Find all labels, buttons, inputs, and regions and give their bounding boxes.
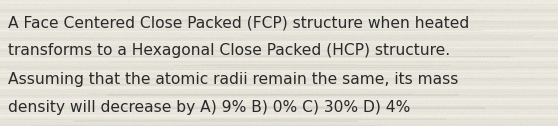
Text: Assuming that the atomic radii remain the same, its mass: Assuming that the atomic radii remain th… [8, 72, 459, 87]
Text: transforms to a Hexagonal Close Packed (HCP) structure.: transforms to a Hexagonal Close Packed (… [8, 43, 450, 58]
Text: density will decrease by A) 9% B) 0% C) 30% D) 4%: density will decrease by A) 9% B) 0% C) … [8, 100, 411, 115]
Text: A Face Centered Close Packed (FCP) structure when heated: A Face Centered Close Packed (FCP) struc… [8, 15, 470, 30]
